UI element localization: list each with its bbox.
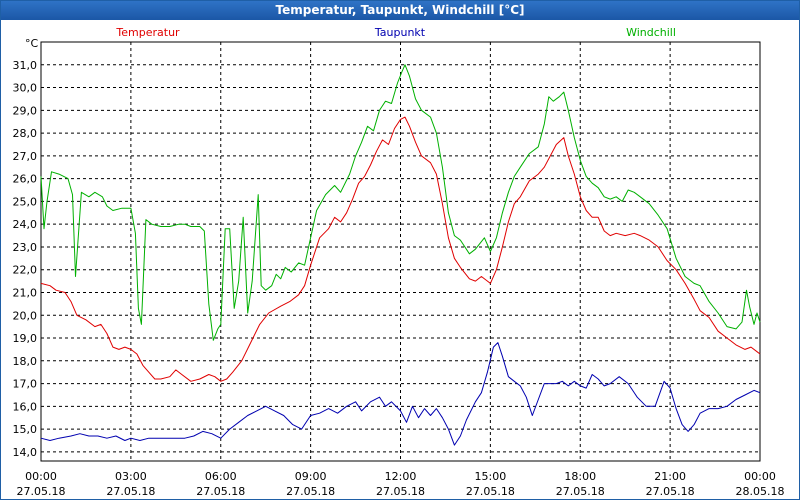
y-tick-label: 15,0 (13, 423, 38, 436)
x-tick-time: 06:00 (205, 470, 237, 483)
y-tick-label: 29,0 (13, 104, 38, 117)
y-tick-label: 22,0 (13, 264, 38, 277)
y-tick-label: 27,0 (13, 150, 38, 163)
y-tick-label: 28,0 (13, 127, 38, 140)
plot-area (40, 41, 761, 462)
x-tick-date: 27.05.18 (646, 485, 695, 498)
y-tick-label: 19,0 (13, 332, 38, 345)
x-tick-date: 27.05.18 (556, 485, 605, 498)
legend: Temperatur Taupunkt Windchill (115, 26, 676, 39)
x-tick-time: 18:00 (564, 470, 596, 483)
y-tick-label: 25,0 (13, 195, 38, 208)
legend-entry-temperatur: Temperatur (115, 26, 180, 39)
x-tick-time: 15:00 (475, 470, 507, 483)
series-line-taupunkt (40, 342, 761, 446)
x-tick-date: 27.05.18 (286, 485, 335, 498)
grid-lines (41, 42, 760, 461)
x-tick-date: 27.05.18 (196, 485, 245, 498)
y-tick-label: 16,0 (13, 400, 38, 413)
x-tick-time: 21:00 (654, 470, 686, 483)
y-tick-label: 21,0 (13, 286, 38, 299)
y-tick-label: 23,0 (13, 241, 38, 254)
series-line-windchill (40, 64, 761, 341)
y-tick-label: 20,0 (13, 309, 38, 322)
y-axis-unit: °C (25, 37, 39, 50)
x-tick-date: 28.05.18 (736, 485, 785, 498)
y-tick-label: 24,0 (13, 218, 38, 231)
y-tick-label: 17,0 (13, 378, 38, 391)
axis-labels: 14,0 15,0 16,0 17,0 18,0 19,0 20,0 21,0 22,0 23,0… (13, 37, 785, 498)
y-tick-label: 31,0 (13, 59, 38, 72)
legend-entry-windchill: Windchill (626, 26, 676, 39)
x-tick-time: 12:00 (385, 470, 417, 483)
x-tick-date: 27.05.18 (106, 485, 155, 498)
series-line-temperatur (40, 116, 761, 382)
x-tick-time: 09:00 (295, 470, 327, 483)
x-tick-date: 27.05.18 (376, 485, 425, 498)
chart-title: Temperatur, Taupunkt, Windchill [°C] (1, 1, 799, 20)
y-tick-label: 18,0 (13, 355, 38, 368)
x-tick-time: 00:00 (744, 470, 776, 483)
x-tick-date: 27.05.18 (466, 485, 515, 498)
y-tick-label: 26,0 (13, 173, 38, 186)
x-tick-time: 00:00 (25, 470, 57, 483)
y-tick-label: 30,0 (13, 82, 38, 95)
legend-entry-taupunkt: Taupunkt (374, 26, 426, 39)
series-group (40, 64, 761, 446)
x-tick-time: 03:00 (115, 470, 147, 483)
y-tick-label: 14,0 (13, 446, 38, 459)
x-tick-date: 27.05.18 (17, 485, 66, 498)
